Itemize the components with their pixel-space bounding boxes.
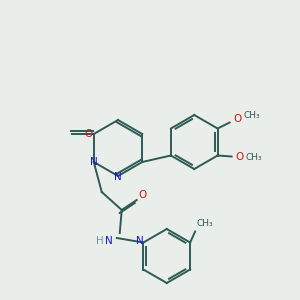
Text: N: N bbox=[90, 157, 98, 167]
Text: N: N bbox=[136, 236, 144, 247]
Text: N: N bbox=[105, 236, 112, 246]
Text: O: O bbox=[139, 190, 147, 200]
Text: CH₃: CH₃ bbox=[243, 111, 260, 120]
Text: H: H bbox=[96, 236, 103, 246]
Text: O: O bbox=[236, 152, 244, 163]
Text: CH₃: CH₃ bbox=[245, 153, 262, 162]
Text: CH₃: CH₃ bbox=[197, 219, 213, 228]
Text: O: O bbox=[85, 129, 93, 139]
Text: N: N bbox=[114, 172, 122, 182]
Text: O: O bbox=[233, 113, 242, 124]
